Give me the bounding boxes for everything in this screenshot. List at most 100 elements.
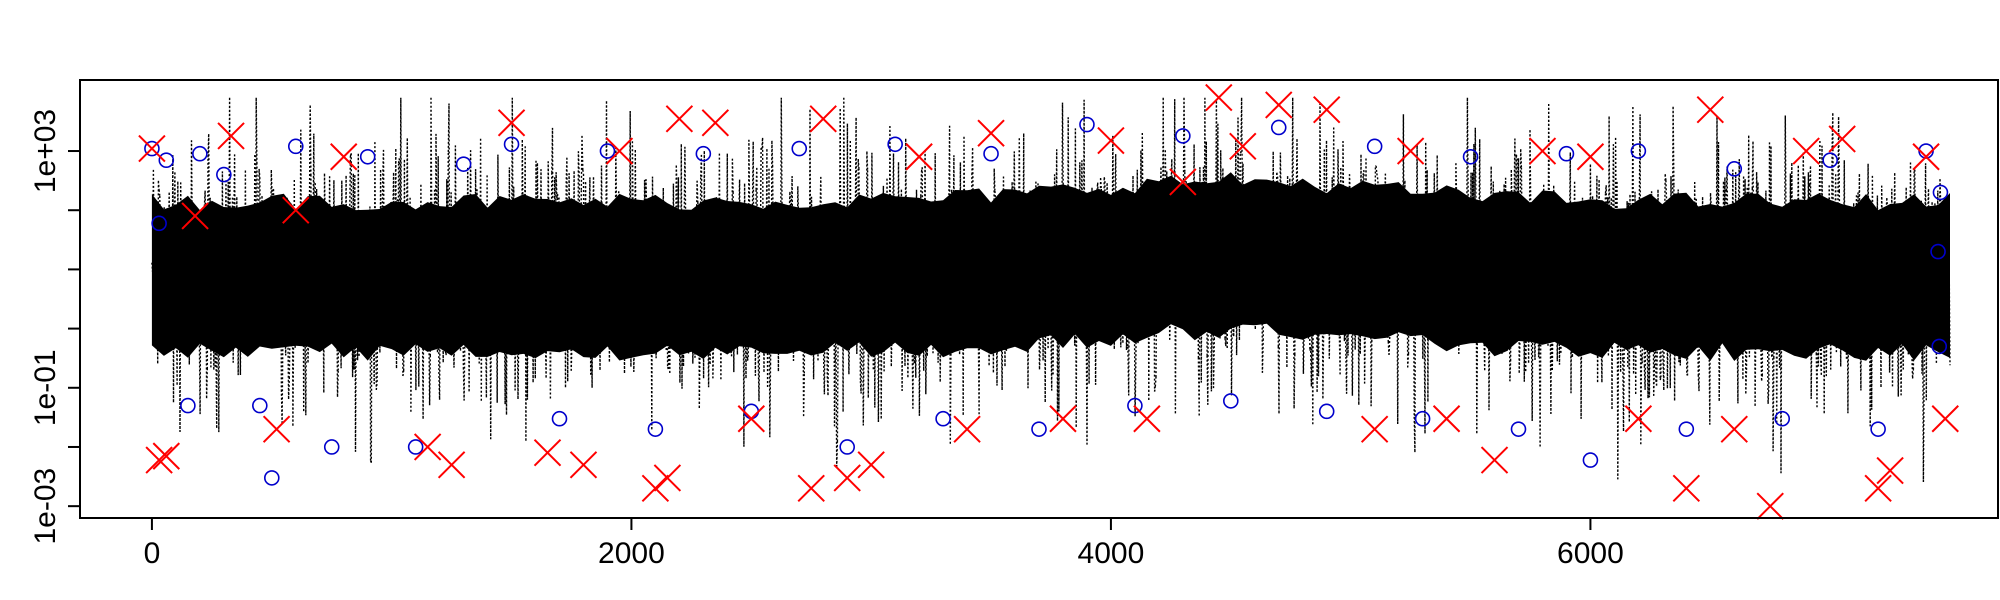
red-cross-point xyxy=(1432,405,1461,433)
blue-circle-point xyxy=(935,410,951,427)
blue-circle-point xyxy=(503,136,520,153)
blue-circle-point xyxy=(1822,152,1838,168)
blue-circle-point xyxy=(1932,184,1949,201)
red-cross-point xyxy=(1792,137,1820,165)
blue-circle-point xyxy=(144,140,160,157)
red-cross-point xyxy=(1912,143,1940,171)
red-cross-point xyxy=(1931,405,1959,433)
red-cross-point xyxy=(1049,405,1077,433)
blue-circle-point xyxy=(1582,452,1599,468)
red-cross-point xyxy=(569,451,598,479)
red-cross-point xyxy=(1576,143,1605,171)
x-tick-label: 2000 xyxy=(598,537,665,570)
blue-circle-point xyxy=(252,397,268,414)
red-cross-point xyxy=(1396,137,1425,165)
red-cross-point xyxy=(653,464,682,492)
y-tick-label: 1e+03 xyxy=(29,109,62,193)
blue-circle-point xyxy=(192,145,208,162)
blue-circle-point xyxy=(1510,421,1527,437)
red-cross-point xyxy=(833,464,861,492)
red-cross-point xyxy=(497,109,526,137)
red-cross-point xyxy=(1696,95,1725,124)
red-cross-point xyxy=(1169,168,1197,196)
red-cross-point xyxy=(1624,405,1653,433)
blue-circle-series xyxy=(144,116,1949,486)
blue-circle-point xyxy=(1774,410,1791,427)
blue-circle-point xyxy=(180,397,196,414)
blue-circle-point xyxy=(455,156,472,172)
y-axis: 1e-03 1e-01 1e+03 xyxy=(29,109,81,545)
blue-circle-point xyxy=(1726,161,1743,177)
blue-circle-point xyxy=(599,143,616,159)
y-tick-label: 1e-01 xyxy=(29,349,62,426)
blue-circle-point xyxy=(1678,421,1695,437)
blue-circle-point xyxy=(1630,143,1647,159)
blue-circle-point xyxy=(359,148,376,165)
red-cross-point xyxy=(152,442,181,470)
blue-circle-point xyxy=(887,136,903,153)
blue-circle-point xyxy=(263,470,280,486)
red-cross-point xyxy=(1720,415,1748,443)
red-cross-point xyxy=(217,122,245,150)
red-cross-point xyxy=(977,119,1005,147)
blue-circle-point xyxy=(647,421,664,437)
blue-circle-point xyxy=(1870,421,1886,437)
blue-circle-point xyxy=(1223,393,1239,409)
red-cross-point xyxy=(809,105,837,133)
red-cross-point xyxy=(145,446,173,474)
x-tick-label: 4000 xyxy=(1078,537,1145,570)
red-cross-point xyxy=(1360,415,1389,443)
red-cross-point xyxy=(181,202,209,230)
blue-circle-point xyxy=(1175,128,1191,144)
x-tick-label: 6000 xyxy=(1557,537,1624,570)
red-cross-point xyxy=(1756,492,1784,520)
blue-circle-point xyxy=(695,145,712,162)
red-cross-point xyxy=(1133,405,1161,433)
data-band xyxy=(151,97,1951,483)
red-cross-point xyxy=(1864,474,1892,503)
blue-circle-point xyxy=(743,403,760,420)
red-cross-point xyxy=(1097,126,1125,155)
red-cross-series xyxy=(138,83,1959,520)
red-cross-point xyxy=(1480,446,1509,474)
blue-circle-point xyxy=(407,439,424,455)
blue-circle-point xyxy=(1031,421,1047,437)
red-cross-point xyxy=(1528,137,1557,165)
red-cross-point xyxy=(1265,91,1293,119)
x-axis: 0 2000 4000 6000 xyxy=(144,517,1624,570)
blue-circle-point xyxy=(1127,397,1143,414)
blue-circle-point xyxy=(1931,338,1948,355)
red-cross-point xyxy=(953,415,981,443)
data-band-core xyxy=(151,172,1950,361)
red-cross-point xyxy=(437,451,466,479)
red-cross-point xyxy=(533,439,562,467)
x-tick-label: 0 xyxy=(144,537,161,570)
blue-circle-point xyxy=(1270,119,1287,136)
red-cross-point xyxy=(641,474,670,503)
red-cross-point xyxy=(1672,474,1701,503)
blue-circle-point xyxy=(1318,403,1335,420)
blue-circle-point xyxy=(983,145,999,162)
blue-circle-point xyxy=(158,152,175,168)
red-cross-point xyxy=(665,105,694,133)
blue-circle-point xyxy=(551,410,568,427)
blue-circle-point xyxy=(1930,243,1946,260)
y-tick-label: 1e-03 xyxy=(29,468,62,545)
blue-circle-point xyxy=(1414,410,1431,427)
blue-circle-point xyxy=(1462,148,1479,165)
red-cross-point xyxy=(701,109,730,137)
red-cross-point xyxy=(737,405,766,433)
blue-circle-point xyxy=(1366,138,1383,155)
red-cross-point xyxy=(1205,83,1233,112)
red-cross-point xyxy=(797,474,825,503)
red-cross-point xyxy=(905,143,933,171)
blue-circle-point xyxy=(323,439,340,455)
red-cross-point xyxy=(282,196,310,224)
red-cross-point xyxy=(138,134,166,163)
blue-circle-point xyxy=(839,439,856,455)
blue-circle-point xyxy=(791,140,808,157)
blue-circle-point xyxy=(151,215,167,232)
red-cross-point xyxy=(262,415,291,443)
blue-circle-point xyxy=(1558,145,1575,162)
